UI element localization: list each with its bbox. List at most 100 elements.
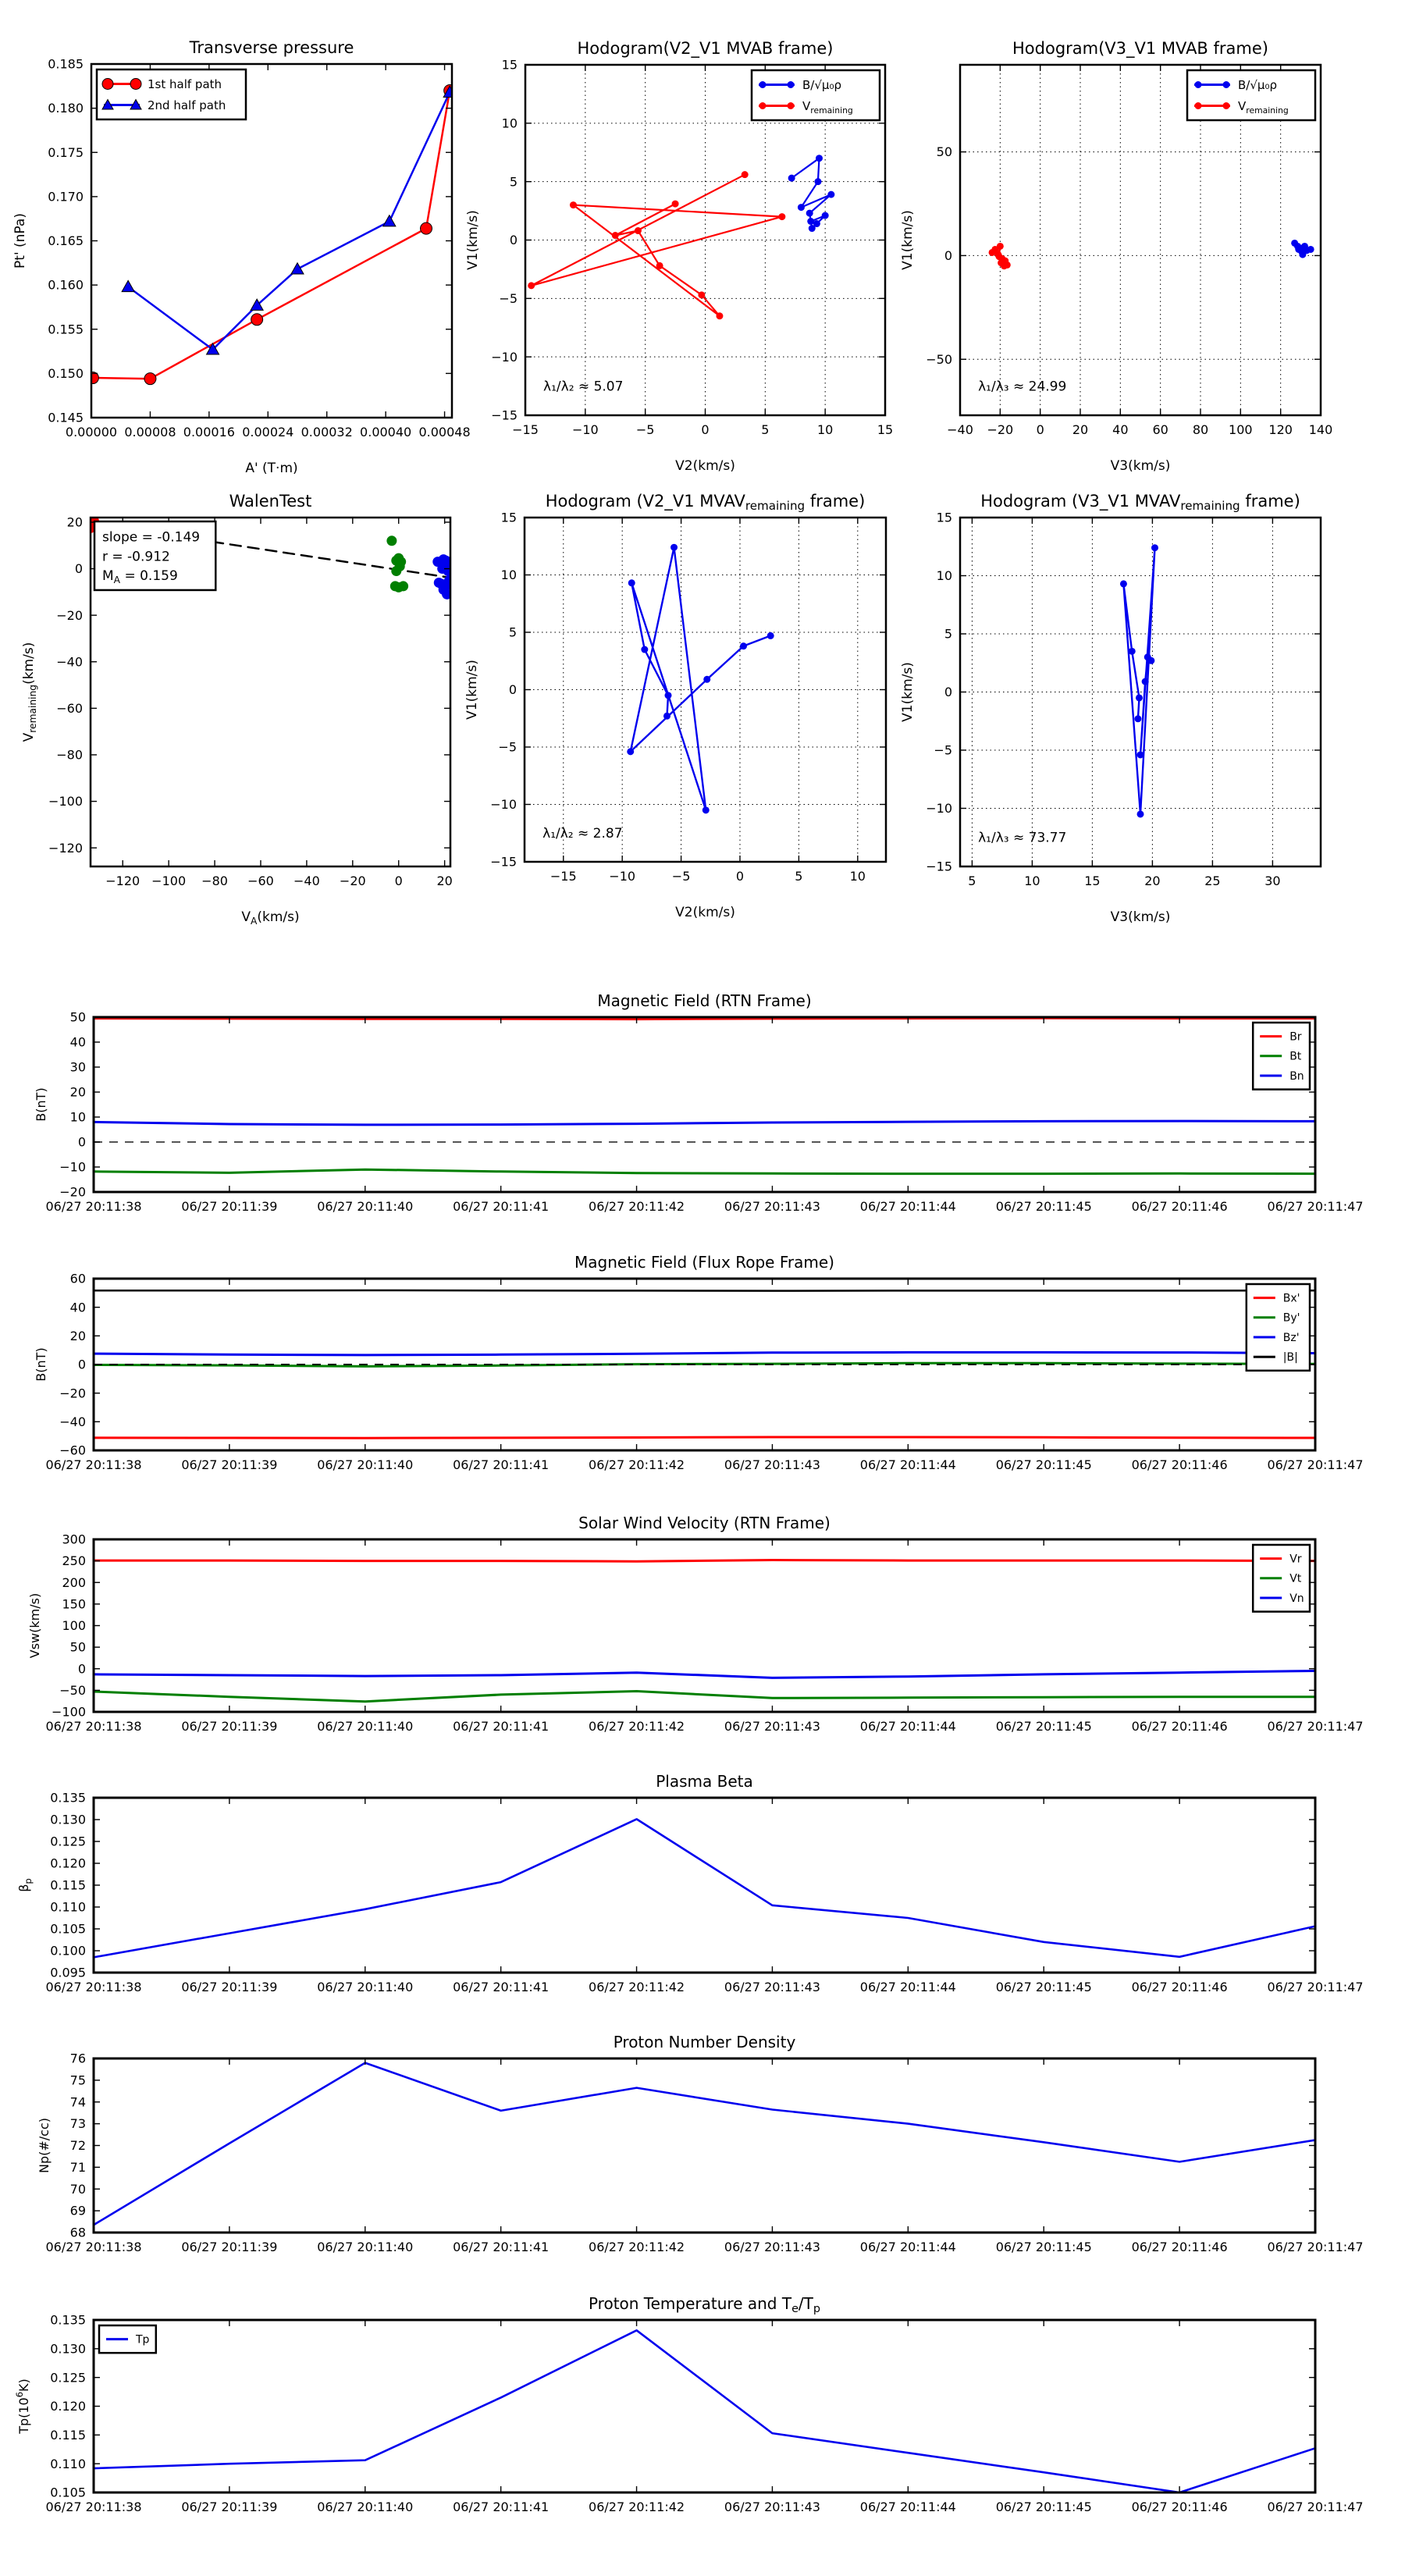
x-tick-label: 80 (1193, 422, 1208, 437)
y-tick-label: 5 (944, 627, 952, 642)
legend-label: Vt (1289, 1573, 1302, 1585)
x-tick-label: 06/27 20:11:45 (996, 1457, 1092, 1472)
x-tick-label: 06/27 20:11:47 (1267, 1719, 1363, 1734)
y-tick-label: −100 (48, 794, 83, 809)
y-tick-label: 0 (944, 248, 952, 263)
y-tick-label: 0 (944, 685, 952, 699)
y-tick-label: 0.110 (50, 2457, 86, 2471)
annotation: λ₁/λ₃ ≈ 73.77 (978, 831, 1066, 846)
x-tick-label: 10 (1024, 873, 1040, 888)
y-tick-label: −10 (926, 801, 952, 816)
x-tick-label: 06/27 20:11:47 (1267, 2240, 1363, 2254)
series-group (627, 543, 774, 814)
x-tick-label: 06/27 20:11:42 (589, 1980, 685, 1994)
x-tick-label: 06/27 20:11:39 (181, 1199, 277, 1214)
series-group (94, 1818, 1315, 1959)
chart-title: Solar Wind Velocity (RTN Frame) (578, 1514, 831, 1532)
y-tick-label: −60 (59, 1443, 86, 1458)
x-tick-label: 06/27 20:11:41 (453, 1719, 549, 1734)
y-tick-label: 0 (509, 682, 517, 697)
x-tick-label: 20 (1072, 422, 1088, 437)
chart-title: Transverse pressure (189, 38, 354, 57)
y-tick-label: 0.115 (50, 2428, 86, 2443)
series-group (94, 1289, 1315, 1439)
series-V path (1122, 546, 1156, 816)
x-tick-label: 06/27 20:11:43 (724, 1719, 820, 1734)
legend: Tp (98, 2324, 158, 2354)
annotation: λ₁/λ₂ ≈ 5.07 (543, 379, 623, 395)
y-tick-label: 0.105 (50, 1922, 86, 1937)
hodogram-v2v1-mvav: −15 −10 −5 0 5 10 −15 −10 −5 0 5 10 15 Hodogram (V2_V… (464, 492, 887, 920)
x-tick-label: 06/27 20:11:45 (996, 1980, 1092, 1994)
x-tick-label: 06/27 20:11:41 (453, 2500, 549, 2514)
series-Bx' (94, 1436, 1315, 1439)
y-tick-label: 74 (70, 2094, 86, 2109)
x-tick-label: −10 (609, 869, 635, 884)
y-tick-label: −120 (48, 841, 83, 856)
legend: Bx' By' Bz' |B| (1245, 1283, 1311, 1372)
chart-title: Plasma Beta (656, 1772, 753, 1791)
x-tick-label: −40 (293, 873, 320, 888)
y-tick-label: 15 (501, 511, 517, 525)
y-axis-label: V1(km/s) (900, 210, 916, 270)
stats-line: MA = 0.159 (102, 568, 178, 585)
y-tick-label: 30 (70, 1060, 86, 1075)
y-tick-label: 0.105 (50, 2485, 86, 2500)
x-tick-label: 06/27 20:11:45 (996, 1719, 1092, 1734)
x-tick-label: 06/27 20:11:40 (317, 2500, 413, 2514)
y-tick-label: 0.095 (50, 1966, 86, 1980)
y-tick-label: 0.125 (50, 1834, 86, 1849)
x-tick-label: 06/27 20:11:44 (860, 1199, 956, 1214)
y-tick-label: 50 (70, 1640, 86, 1655)
x-tick-label: −40 (947, 422, 973, 437)
y-axis-label: V1(km/s) (465, 210, 481, 270)
series-|B| (94, 1289, 1315, 1292)
axes-frame (959, 63, 1322, 417)
series-Tp (94, 2329, 1315, 2492)
y-tick-label: 0.175 (48, 145, 84, 160)
x-tick-label: −80 (201, 873, 228, 888)
legend-label: 1st half path (148, 77, 222, 91)
axes-frame (92, 1538, 1317, 1713)
x-tick-label: 06/27 20:11:47 (1267, 1980, 1363, 1994)
axes-frame (89, 516, 452, 868)
x-tick-label: 06/27 20:11:45 (996, 1199, 1092, 1214)
x-tick-label: 06/27 20:11:38 (45, 2500, 141, 2514)
y-tick-label: 10 (70, 1110, 86, 1125)
x-axis-label: V3(km/s) (1111, 909, 1171, 925)
legend-label: Vremaining (1238, 99, 1289, 116)
y-tick-label: −50 (59, 1683, 86, 1698)
x-tick-label: 40 (1112, 422, 1128, 437)
x-tick-label: −5 (636, 422, 655, 437)
x-tick-label: 0.00040 (360, 425, 411, 439)
y-tick-label: −20 (59, 1185, 86, 1200)
x-tick-label: 06/27 20:11:39 (181, 1980, 277, 1994)
y-tick-label: 40 (70, 1035, 86, 1050)
y-tick-label: 50 (70, 1010, 86, 1025)
x-tick-label: 06/27 20:11:41 (453, 1980, 549, 1994)
x-tick-label: −100 (151, 873, 186, 888)
y-tick-label: 5 (510, 174, 518, 189)
series-group (94, 1559, 1315, 1703)
hodogram-v3v1-mvab: −40 −20 0 20 40 60 80 100 120 140 −50 0 50 Hodogram(V… (900, 39, 1332, 474)
y-tick-label: −5 (934, 743, 952, 758)
series-group (94, 1017, 1315, 1176)
y-tick-label: 10 (502, 116, 518, 130)
series-group (528, 155, 835, 320)
legend: 1st half path 2nd half path (95, 68, 247, 121)
y-tick-label: 15 (502, 58, 518, 73)
walen-test: −120 −100 −80 −60 −40 −20 0 20 20 0 −20 −40 −60 −80 −1… (21, 492, 453, 927)
legend: B/√μ₀ρ Vremaining (1186, 69, 1317, 122)
y-tick-label: −40 (59, 1414, 86, 1429)
plasma-beta: 06/27 20:11:38 06/27 20:11:39 06/27 20:11:… (16, 1772, 1364, 1994)
chart-title: Proton Temperature and Te/Tp (589, 2294, 820, 2315)
magnetic-field-flux-rope: 06/27 20:11:38 06/27 20:11:39 06/27 20:11:… (34, 1253, 1364, 1472)
y-axis-label: Vsw(km/s) (27, 1593, 42, 1658)
y-tick-label: 69 (70, 2204, 86, 2218)
y-tick-label: −15 (926, 859, 952, 874)
y-axis-label: βp (16, 1878, 34, 1892)
x-tick-label: 06/27 20:11:44 (860, 1980, 956, 1994)
solar-wind-velocity: 06/27 20:11:38 06/27 20:11:39 06/27 20:11:… (27, 1514, 1364, 1734)
x-tick-label: −15 (512, 422, 539, 437)
y-tick-label: 0 (78, 1357, 86, 1372)
